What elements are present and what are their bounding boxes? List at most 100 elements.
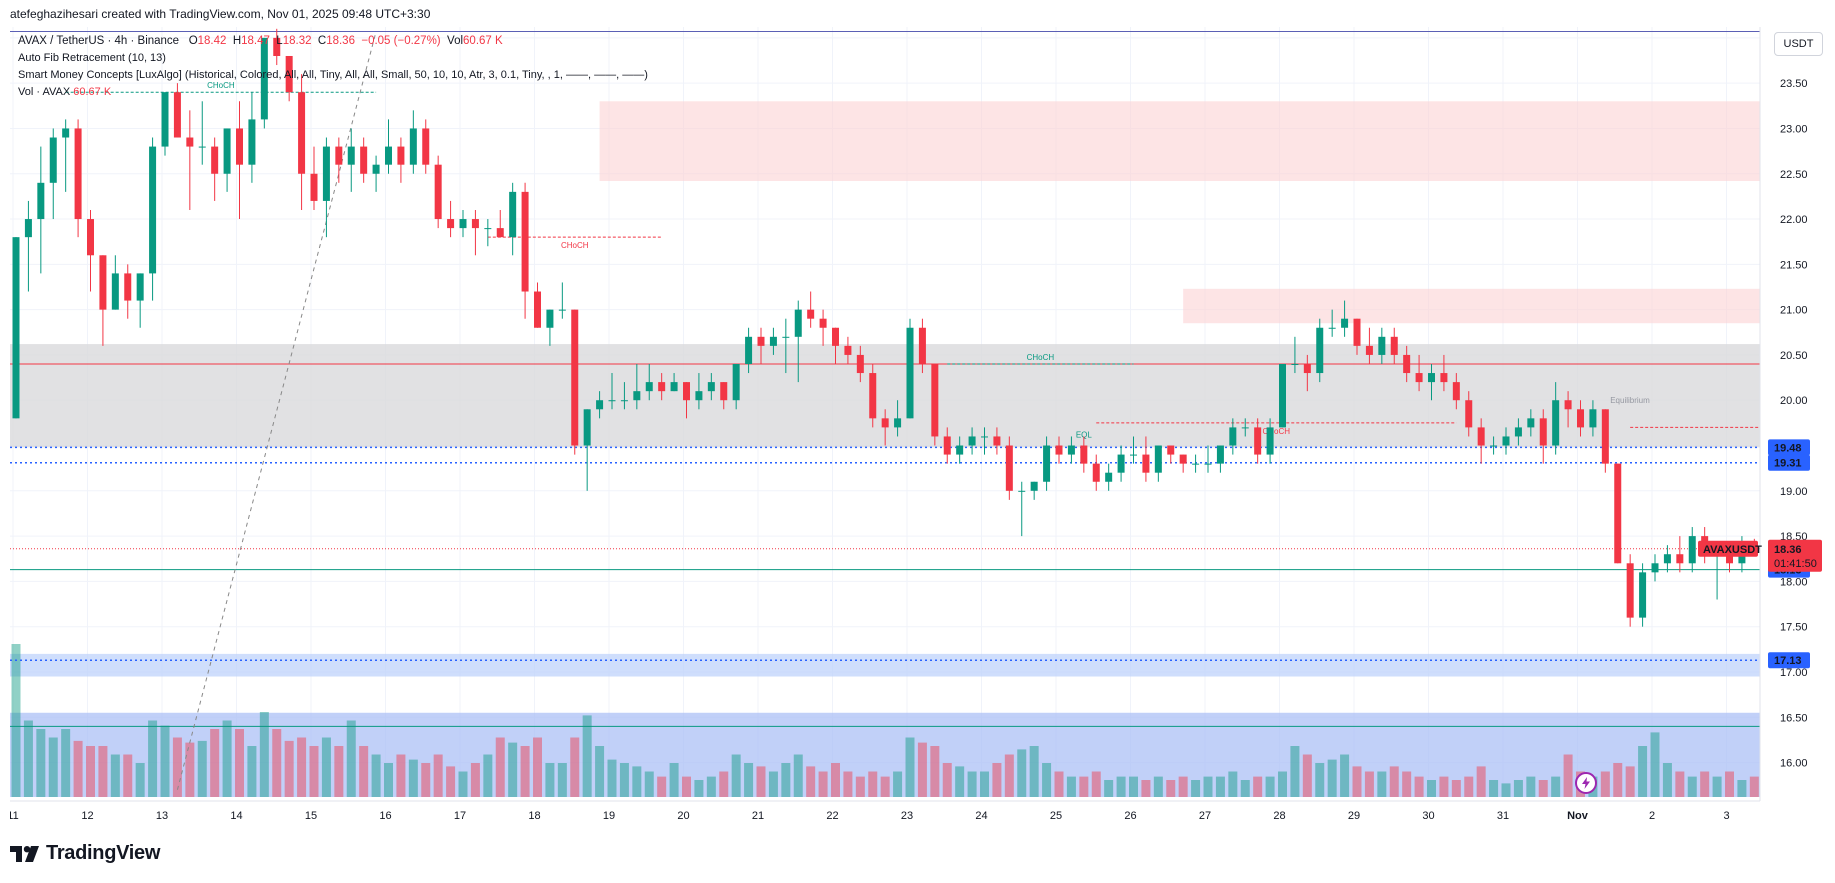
candle[interactable] [285,55,293,93]
candle[interactable] [1465,400,1473,428]
candle[interactable] [881,418,889,428]
candle[interactable] [1390,336,1398,355]
candle[interactable] [1341,318,1349,328]
candle[interactable] [1279,363,1286,428]
candle[interactable] [1415,373,1423,383]
candle[interactable] [1030,481,1038,491]
candle[interactable] [1477,427,1485,446]
candle[interactable] [1539,418,1547,446]
candle[interactable] [1055,445,1063,455]
candle[interactable] [298,92,306,174]
candle[interactable] [844,345,852,355]
candle[interactable] [1403,354,1411,374]
candle[interactable] [1726,554,1733,564]
candle[interactable] [571,309,579,446]
candle[interactable] [620,400,628,402]
candle[interactable] [310,173,318,201]
candle[interactable] [1005,445,1013,491]
candle[interactable] [732,363,740,401]
candle[interactable] [819,318,827,328]
candle[interactable] [1291,363,1299,365]
candle[interactable] [74,128,82,220]
candle[interactable] [447,219,455,229]
tradingview-logo[interactable]: TradingView [10,842,160,865]
candle[interactable] [1018,490,1026,492]
candle[interactable] [111,273,119,310]
candle[interactable] [596,400,604,410]
candle[interactable] [149,146,157,274]
candle[interactable] [484,228,492,230]
candle[interactable] [397,146,405,165]
candle[interactable] [1216,445,1224,464]
candle[interactable] [12,237,20,419]
candle[interactable] [1651,563,1659,573]
candle[interactable] [260,37,268,120]
candle[interactable] [1626,563,1634,618]
candle[interactable] [1614,463,1622,564]
candle[interactable] [745,336,753,364]
candle[interactable] [1452,382,1460,401]
candle[interactable] [236,128,243,165]
candle[interactable] [943,436,951,455]
candle[interactable] [434,164,442,220]
candle[interactable] [99,255,107,310]
candle[interactable] [360,146,368,174]
candle[interactable] [645,382,653,392]
candle[interactable] [534,291,541,328]
candle[interactable] [546,309,554,328]
candle[interactable] [1130,454,1137,456]
candle[interactable] [1589,409,1597,428]
candle[interactable] [1527,418,1535,428]
candle[interactable] [459,219,467,229]
candle[interactable] [496,228,504,238]
indicator-fib-legend[interactable]: Auto Fib Retracement (10, 13) [18,52,166,64]
candle[interactable] [1229,427,1237,446]
candle[interactable] [1092,463,1100,482]
candle[interactable] [1502,436,1510,446]
candle[interactable] [136,273,144,301]
candle[interactable] [658,382,666,392]
candle[interactable] [1316,327,1324,374]
candle[interactable] [869,373,877,419]
candle[interactable] [471,219,479,229]
candle[interactable] [906,327,914,419]
candle[interactable] [968,436,976,446]
candle[interactable] [1577,409,1584,428]
candle[interactable] [1080,445,1088,464]
candle[interactable] [1067,445,1075,455]
flash-icon[interactable] [1575,772,1597,794]
candle[interactable] [1303,363,1311,374]
indicator-smc-legend[interactable]: Smart Money Concepts [LuxAlgo] (Historic… [18,69,648,81]
candle[interactable] [1490,445,1498,447]
candle[interactable] [211,146,219,174]
candle[interactable] [161,92,169,147]
candle[interactable] [62,128,70,138]
chart-area[interactable]: CHoCHCHoCHCHoCHCHoCHEQHCHoCHCHoCHEQLEqui… [10,27,1825,827]
candle[interactable] [1378,336,1386,355]
candle[interactable] [223,128,231,174]
candle[interactable] [683,382,690,401]
indicator-vol-legend[interactable]: Vol · AVAX 60.67 K [18,86,111,98]
candle[interactable] [198,146,206,148]
candle[interactable] [670,382,678,392]
candle[interactable] [1266,427,1274,455]
candle[interactable] [273,37,281,56]
candle[interactable] [1688,536,1696,564]
candle[interactable] [87,219,94,256]
candle[interactable] [832,327,839,346]
candle[interactable] [422,128,430,165]
candle[interactable] [931,363,939,437]
candle[interactable] [1353,318,1361,346]
candle[interactable] [124,273,132,301]
candle[interactable] [1365,345,1373,355]
candle[interactable] [335,146,343,165]
candle[interactable] [37,182,45,220]
candle[interactable] [49,137,57,183]
candle[interactable] [956,445,964,455]
candle[interactable] [794,309,802,337]
candle[interactable] [1241,427,1249,429]
candle[interactable] [1601,409,1609,464]
candle[interactable] [1552,400,1560,446]
candle[interactable] [509,191,517,238]
price-axis[interactable] [1760,27,1825,827]
